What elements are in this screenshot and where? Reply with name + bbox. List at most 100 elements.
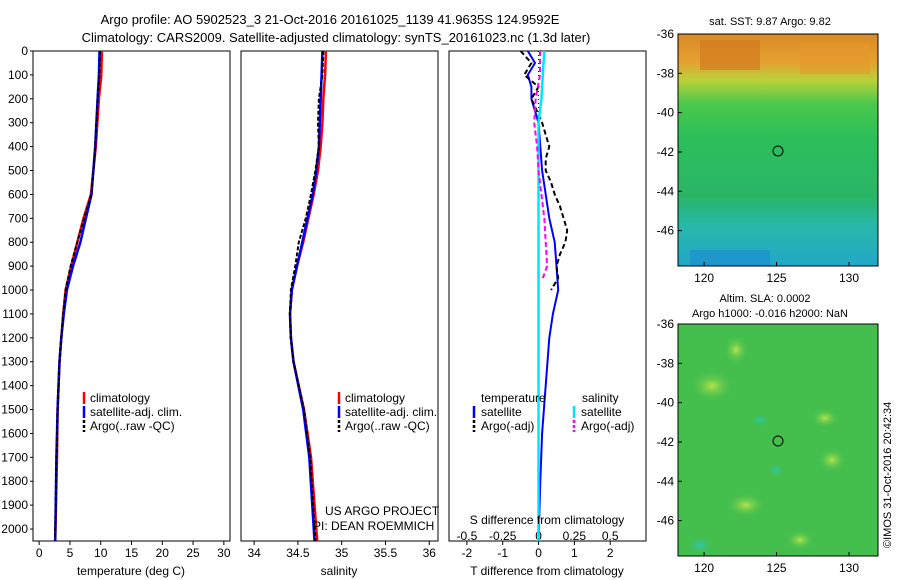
sla-high-patch	[811, 408, 839, 428]
legend-title-temperature: temperature	[481, 391, 546, 405]
depth-tick-label: 1900	[1, 498, 28, 512]
sla-low-patch	[686, 535, 714, 555]
salinity-x-axis: 34 34.5 35 35.5 36	[247, 541, 436, 560]
sla-map	[677, 323, 879, 557]
map-lon-label: 125	[767, 561, 787, 575]
credit-pi: PI: DEAN ROEMMICH	[313, 519, 434, 533]
temperature-x-axis: 0 5 10 15 20 25 30	[36, 541, 231, 560]
legend-label: Argo(-adj)	[581, 419, 634, 433]
depth-tick-label: 400	[8, 140, 28, 154]
depth-tick-label: 1700	[1, 450, 28, 464]
legend-label: satellite-adj. clim.	[90, 405, 182, 419]
legend-label: satellite-adj. clim.	[345, 405, 437, 419]
sla-high-patch	[786, 530, 814, 550]
depth-tick-label: 1300	[1, 355, 28, 369]
x-tick-label: -2	[462, 546, 473, 560]
x-tick-label: 30	[217, 546, 231, 560]
depth-tick-label: 900	[8, 259, 28, 273]
temperature-legend: climatology satellite-adj. clim. Argo(..…	[82, 391, 182, 433]
sst-map-title: sat. SST: 9.87 Argo: 9.82	[709, 16, 831, 28]
map-lat-label: -36	[657, 27, 675, 41]
argo-position-marker	[772, 435, 784, 447]
map-lon-label: 130	[839, 561, 859, 575]
depth-tick-label: 1200	[1, 331, 28, 345]
x-tick-label: 36	[423, 546, 437, 560]
map-lon-label: 130	[839, 271, 859, 285]
depth-axis: 0 100 200 300 400 500 600 700 800 900 1000 1100 1200…	[1, 44, 33, 536]
x-tick-label: 25	[186, 546, 200, 560]
depth-tick-label: 100	[8, 68, 28, 82]
series-line-salinity-satellite	[537, 50, 546, 541]
imos-stamp: ©IMOS 31-Oct-2016 20:42:34	[882, 402, 894, 548]
x-tick-label: 15	[125, 546, 139, 560]
salinity-profiles	[288, 50, 328, 542]
depth-tick-label: 0	[21, 44, 28, 58]
difference-xlabel: T difference from climatology	[470, 564, 624, 578]
temperature-xlabel: temperature (deg C)	[77, 564, 185, 578]
sla-map-title1: Altim. SLA: 0.0002	[719, 293, 810, 305]
series-line-argo-raw-qc	[54, 50, 102, 542]
depth-tick-label: 1400	[1, 379, 28, 393]
map-lat-label: -42	[657, 145, 675, 159]
series-line-temperature-satellite	[526, 50, 560, 542]
x-tick-label: 0	[535, 546, 542, 560]
top-tick-label: -0.5	[457, 529, 478, 543]
map-lon-label: 125	[767, 271, 787, 285]
map-lon-label: 120	[694, 271, 714, 285]
series-line-argo-raw-qc	[288, 50, 325, 542]
sla-high-patch	[818, 448, 846, 472]
temperature-panel	[32, 50, 231, 542]
map-lat-label: -42	[657, 435, 675, 449]
depth-tick-label: 600	[8, 187, 28, 201]
sst-warm-patch	[700, 40, 760, 70]
x-tick-label: 5	[67, 546, 74, 560]
map-lat-label: -38	[657, 66, 675, 80]
sla-map-frame	[677, 323, 879, 557]
x-tick-label: 34	[247, 546, 261, 560]
x-tick-label: 20	[156, 546, 170, 560]
depth-tick-label: 300	[8, 116, 28, 130]
sst-map	[677, 33, 879, 267]
difference-xlabel-top: S difference from climatology	[470, 513, 625, 527]
map-lon-label: 120	[694, 561, 714, 575]
salinity-legend: climatology satellite-adj. clim. Argo(..…	[337, 391, 437, 433]
credit-project: US ARGO PROJECT	[325, 504, 440, 518]
sla-map-field	[678, 324, 878, 556]
map-lat-label: -40	[657, 106, 675, 120]
series-line-salinity-argo-adj	[533, 51, 549, 279]
difference-profiles	[519, 50, 569, 542]
salinity-xlabel: salinity	[321, 564, 358, 578]
header-line2: Climatology: CARS2009. Satellite-adjuste…	[82, 30, 591, 45]
depth-tick-label: 800	[8, 235, 28, 249]
legend-label: satellite	[481, 405, 522, 419]
legend-title-salinity: salinity	[582, 391, 619, 405]
sla-high-patch	[726, 493, 766, 517]
legend-label: Argo(..raw -QC)	[345, 419, 430, 433]
map-lat-label: -40	[657, 396, 675, 410]
legend-label: climatology	[345, 391, 405, 405]
depth-tick-label: 1100	[2, 307, 28, 321]
series-line-temperature-argo-adj	[519, 50, 569, 291]
difference-panel	[448, 50, 647, 542]
x-tick-label: 0	[36, 546, 43, 560]
map-lat-label: -36	[657, 317, 675, 331]
depth-tick-label: 1000	[1, 283, 28, 297]
sla-high-patch	[724, 336, 748, 364]
series-line-satellite-adj-clim	[53, 50, 101, 542]
sst-map-axes: -36 -38 -40 -42 -44 -46 120 125 130	[657, 27, 860, 285]
difference-x-axis: -2 -1 0 1 2	[462, 541, 614, 560]
depth-tick-label: 700	[8, 211, 28, 225]
x-tick-label: 35	[335, 546, 349, 560]
temperature-profiles	[53, 50, 104, 542]
argo-position-marker	[772, 145, 784, 157]
legend-label: Argo(-adj)	[481, 419, 534, 433]
top-tick-label: 0.25	[563, 529, 587, 543]
sst-warm-patch	[800, 44, 870, 74]
x-tick-label: 34.5	[286, 546, 310, 560]
depth-tick-label: 1800	[1, 474, 28, 488]
x-tick-label: -1	[497, 546, 508, 560]
salinity-panel	[240, 50, 439, 542]
depth-tick-label: 1600	[1, 426, 28, 440]
top-tick-label: 0.5	[602, 529, 619, 543]
x-tick-label: 35.5	[374, 546, 398, 560]
